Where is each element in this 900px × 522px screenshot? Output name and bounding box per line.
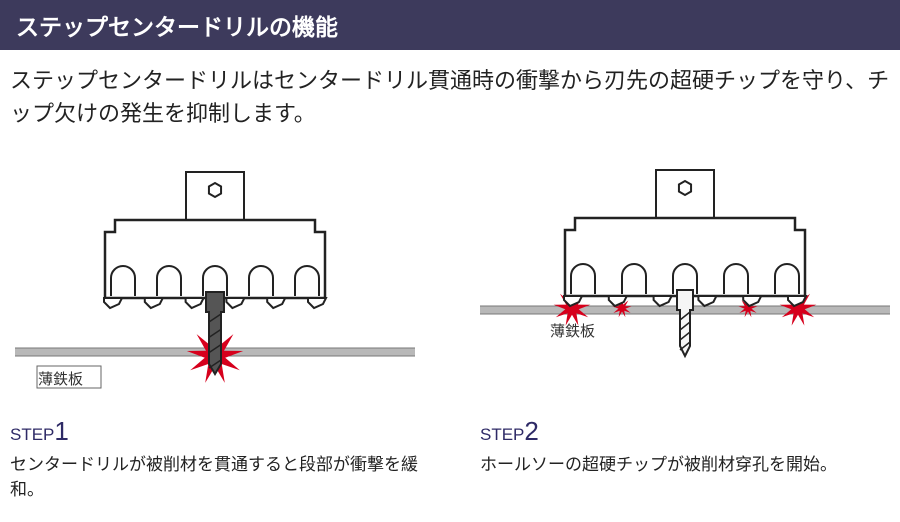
- step-1-prefix: STEP: [10, 425, 54, 444]
- step-2-diagram: 薄鉄板: [480, 148, 890, 408]
- step-2-label: STEP2: [480, 416, 890, 447]
- step-2-svg: [480, 148, 890, 408]
- step-2-num: 2: [524, 416, 538, 446]
- steps-row: 薄鉄板 STEP1 センタードリルが被削材を貫通すると段部が衝撃を緩和。 薄鉄板…: [0, 148, 900, 502]
- step-2-prefix: STEP: [480, 425, 524, 444]
- plate-label-2: 薄鉄板: [550, 320, 595, 341]
- step-2-text: ホールソーの超硬チップが被削材穿孔を開始。: [480, 453, 890, 478]
- step-1-label: STEP1: [10, 416, 420, 447]
- step-1-diagram: 薄鉄板: [10, 148, 420, 408]
- section-description: ステップセンタードリルはセンタードリル貫通時の衝撃から刃先の超硬チップを守り、チ…: [0, 64, 900, 148]
- step-2: 薄鉄板 STEP2 ホールソーの超硬チップが被削材穿孔を開始。: [480, 148, 890, 502]
- step-1-text: センタードリルが被削材を貫通すると段部が衝撃を緩和。: [10, 453, 420, 502]
- step-1-num: 1: [54, 416, 68, 446]
- plate-label-1: 薄鉄板: [38, 368, 83, 389]
- section-header: ステップセンタードリルの機能: [0, 0, 900, 50]
- step-1: 薄鉄板 STEP1 センタードリルが被削材を貫通すると段部が衝撃を緩和。: [10, 148, 420, 502]
